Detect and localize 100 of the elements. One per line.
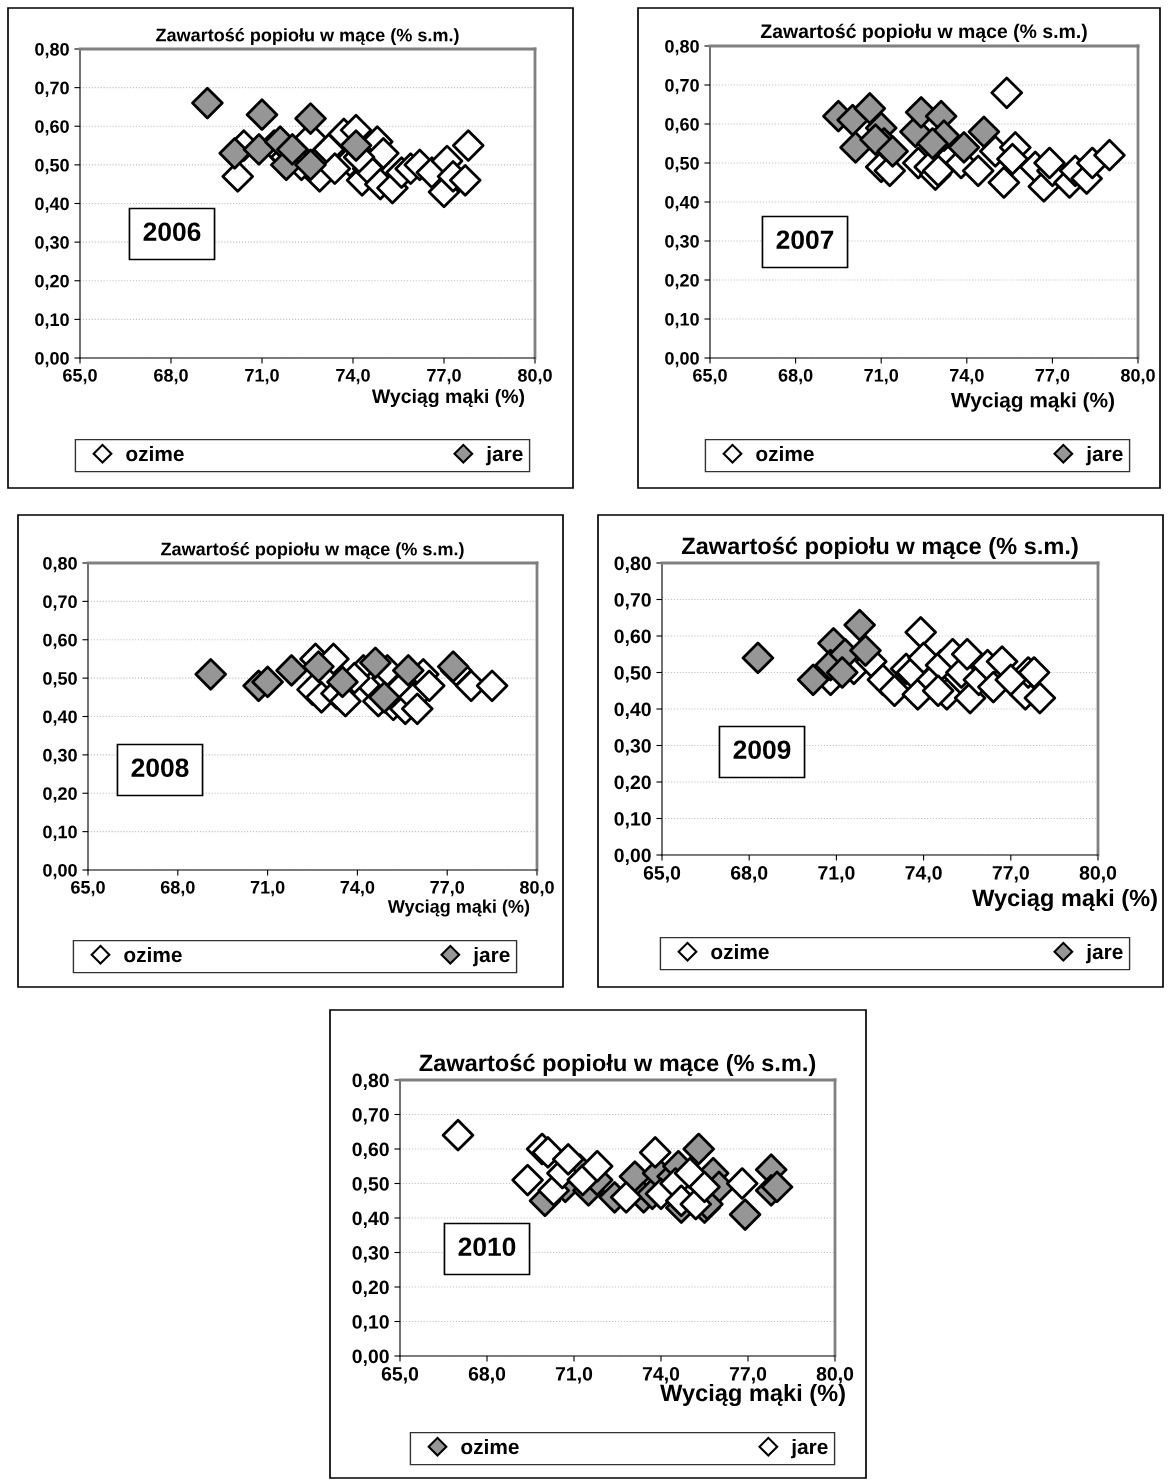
legend-label: ozime [756,445,814,462]
chart-title: Zawartość popiołu w mące (% s.m.) [156,28,459,45]
point [990,76,1024,110]
chart-title: Zawartość popiołu w mące (% s.m.) [161,542,464,559]
y-tick-label: 0,70 [665,78,699,95]
chart-title: Zawartość popiołu w mące (% s.m.) [419,1053,816,1076]
point [947,131,981,164]
y-tick-label: 0,20 [352,1280,389,1298]
legend-label: jare [472,946,510,967]
y-tick-label: 0,80 [614,556,651,574]
point [400,692,434,726]
point [996,142,1029,176]
y-tick-label: 0,80 [35,42,69,59]
y-tick-label: 0,40 [614,702,651,720]
x-tick-label: 65,0 [643,865,681,883]
x-tick-label: 71,0 [864,368,899,385]
point [878,674,911,708]
y-tick-label: 0,30 [614,738,651,756]
point [950,637,984,671]
x-axis-title: Wyciąg mąki (%) [950,392,1114,412]
x-tick-label: 65,0 [63,368,97,385]
y-tick-label: 0,40 [352,1211,389,1229]
point [741,641,775,675]
x-tick-label: 74,0 [905,865,942,883]
point [1033,146,1066,180]
legend-label: ozime [461,1438,519,1455]
x-tick-label: 68,0 [730,865,768,883]
point [359,646,392,680]
x-axis-title: Wyciąg mąki (%) [972,888,1157,912]
x-tick-label: 80,0 [520,880,554,897]
point [961,154,995,188]
y-tick-label: 0,00 [35,351,69,368]
x-tick-label: 68,0 [160,880,195,897]
point [451,129,485,162]
y-tick-label: 0,80 [43,556,77,573]
legend-label: jare [485,445,523,466]
point [294,102,327,135]
y-tick-label: 0,80 [352,1073,389,1091]
y-tick-label: 0,30 [35,236,69,252]
y-tick-label: 0,50 [614,665,651,683]
x-tick-label: 71,0 [250,880,285,897]
y-tick-label: 0,10 [35,313,69,329]
annotation: 2008 [131,758,189,778]
legend-label: jare [790,1438,828,1459]
y-tick-label: 0,40 [665,195,699,212]
x-tick-label: 77,0 [1035,368,1070,385]
y-tick-label: 0,60 [665,117,699,134]
legend-label: ozime [126,445,184,462]
chart-title: Zawartość popiołu w mące (% s.m.) [760,23,1087,42]
point [242,133,276,166]
y-tick-label: 0,10 [352,1314,389,1332]
point [275,654,308,687]
point [218,137,251,170]
x-tick-label: 65,0 [71,880,105,897]
point [916,127,949,160]
y-tick-label: 0,50 [35,158,69,175]
annotation: 2007 [776,230,834,250]
y-tick-label: 0,30 [43,748,77,765]
point [994,663,1028,697]
x-axis-title: Wyciąg mąki (%) [371,388,525,408]
x-tick-label: 74,0 [340,880,375,897]
point [580,1149,614,1183]
point [441,1118,475,1152]
x-tick-label: 77,0 [992,865,1029,883]
legend-label: jare [1085,943,1123,964]
y-tick-label: 0,50 [665,156,699,173]
x-tick-label: 68,0 [778,368,813,385]
x-tick-label: 77,0 [430,880,465,897]
point [849,634,882,667]
x-axis-title: Wyciąg mąki (%) [660,1383,845,1407]
x-tick-label: 74,0 [336,368,370,385]
point [448,164,482,197]
point [326,665,359,699]
point [1093,138,1126,172]
point [318,152,352,186]
y-tick-label: 0,70 [614,592,651,610]
annotation: 2009 [733,740,791,760]
y-tick-label: 0,70 [43,595,77,611]
point [1017,656,1051,689]
annotation: 2006 [143,222,201,242]
y-tick-label: 0,00 [665,351,699,368]
y-tick-label: 0,70 [35,81,69,97]
point [191,86,224,120]
point [1023,681,1057,715]
y-tick-label: 0,50 [352,1176,389,1194]
y-tick-label: 0,00 [43,863,77,880]
legend-label: ozime [124,946,182,963]
x-tick-label: 71,0 [555,1366,593,1384]
point [921,674,955,708]
legend-label: ozime [711,943,769,960]
point [511,1163,544,1197]
point [760,1170,794,1204]
x-tick-label: 80,0 [816,1366,854,1384]
x-tick-label: 68,0 [468,1366,506,1384]
x-tick-label: 65,0 [381,1366,419,1384]
y-tick-label: 0,30 [665,234,699,251]
point [967,115,1001,149]
x-tick-label: 80,0 [518,368,552,385]
point [194,658,228,691]
point [475,669,509,703]
